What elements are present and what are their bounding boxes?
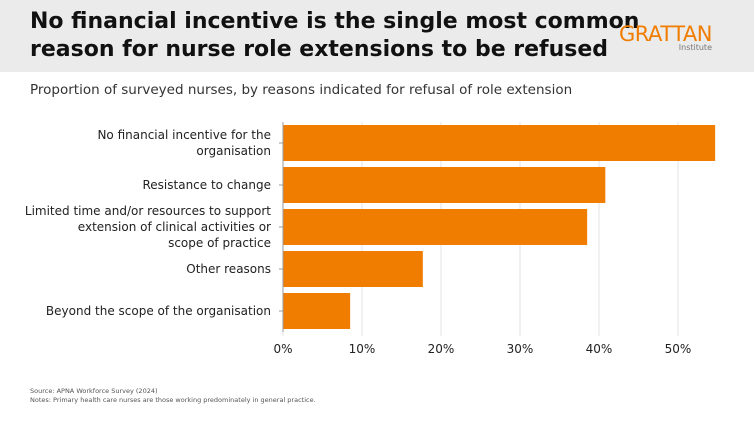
y-tick-label: Resistance to change bbox=[142, 178, 271, 192]
x-tick-label: 0% bbox=[273, 342, 293, 356]
x-tick-label: 20% bbox=[427, 342, 455, 356]
notes: Notes: Primary health care nurses are th… bbox=[30, 396, 316, 404]
logo: GRATTAN bbox=[619, 22, 712, 46]
y-tick-label: No financial incentive for the organisat… bbox=[97, 128, 271, 158]
source: Source: APNA Workforce Survey (2024) bbox=[30, 387, 158, 395]
bar bbox=[283, 209, 588, 245]
x-tick-label: 50% bbox=[664, 342, 692, 356]
subtitle: Proportion of surveyed nurses, by reason… bbox=[30, 82, 573, 98]
y-tick-label: Limited time and/or resources to support… bbox=[24, 204, 271, 250]
x-tick-label: 40% bbox=[585, 342, 613, 356]
y-tick-label: Other reasons bbox=[186, 262, 271, 276]
title: No financial incentive is the single mos… bbox=[30, 9, 640, 62]
logo-sub: Institute bbox=[678, 43, 712, 52]
x-tick-label: 10% bbox=[348, 342, 376, 356]
bar bbox=[283, 251, 423, 287]
bar bbox=[283, 167, 606, 203]
y-tick-label: Beyond the scope of the organisation bbox=[45, 304, 271, 318]
bar bbox=[283, 125, 716, 161]
bar bbox=[283, 293, 351, 329]
x-tick-label: 30% bbox=[506, 342, 534, 356]
header-band bbox=[0, 0, 754, 72]
